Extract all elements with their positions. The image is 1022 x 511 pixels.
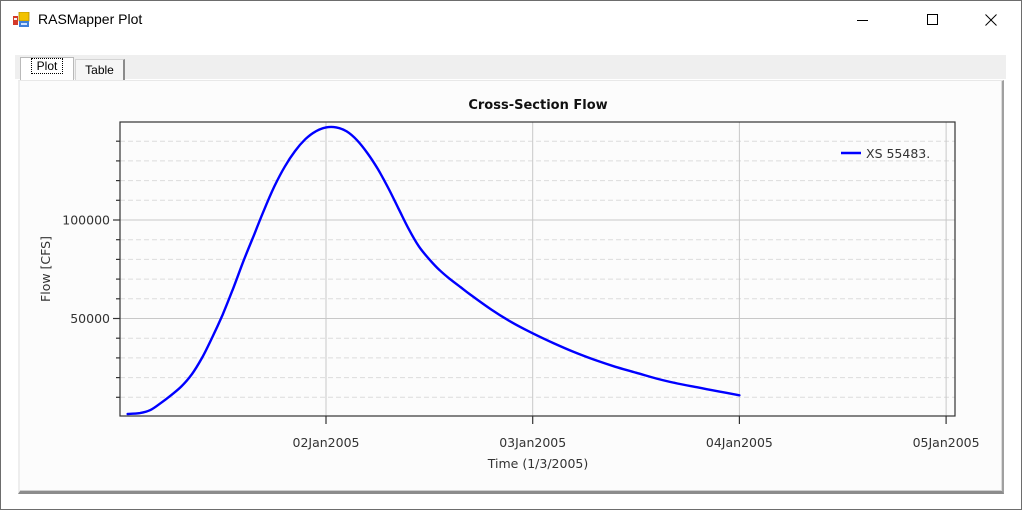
tab-plot[interactable]: Plot: [20, 57, 74, 81]
y-axis-ticks: 50000 100000: [62, 140, 120, 398]
tab-table-label: Table: [85, 63, 114, 77]
tab-strip: Plot Table: [15, 55, 1006, 81]
y-tick-label: 100000: [62, 213, 110, 228]
minor-gridlines: [120, 140, 955, 398]
close-button[interactable]: [968, 1, 1014, 39]
minimize-icon: [857, 20, 868, 21]
y-tick-label: 50000: [70, 311, 110, 326]
plot-panel: [18, 80, 1004, 494]
close-icon: [985, 14, 997, 26]
x-tick-label: 05Jan2005: [913, 435, 980, 450]
x-tick-label: 04Jan2005: [706, 435, 773, 450]
x-axis-ticks: 02Jan2005 03Jan2005 04Jan2005 05Jan2005: [293, 416, 980, 450]
x-tick-label: 02Jan2005: [293, 435, 360, 450]
legend-label: XS 55483.: [866, 146, 930, 161]
major-gridlines: [120, 122, 955, 416]
app-icon: [13, 12, 30, 27]
maximize-icon: [927, 14, 938, 25]
x-tick-label: 03Jan2005: [499, 435, 566, 450]
maximize-button[interactable]: [910, 1, 956, 39]
tab-table[interactable]: Table: [75, 59, 125, 80]
chart-title: Cross-Section Flow: [468, 98, 607, 113]
window-title: RASMapper Plot: [38, 11, 143, 27]
plot-area[interactable]: [119, 121, 956, 417]
series-line-xs-55483: [126, 125, 741, 416]
y-axis-label: Flow [CFS]: [38, 236, 53, 302]
tab-plot-label: Plot: [30, 57, 64, 74]
legend: XS 55483.: [841, 146, 930, 161]
minimize-button[interactable]: [840, 1, 886, 39]
title-bar[interactable]: RASMapper Plot: [1, 1, 1021, 39]
x-axis-label: Time (1/3/2005): [487, 456, 588, 471]
